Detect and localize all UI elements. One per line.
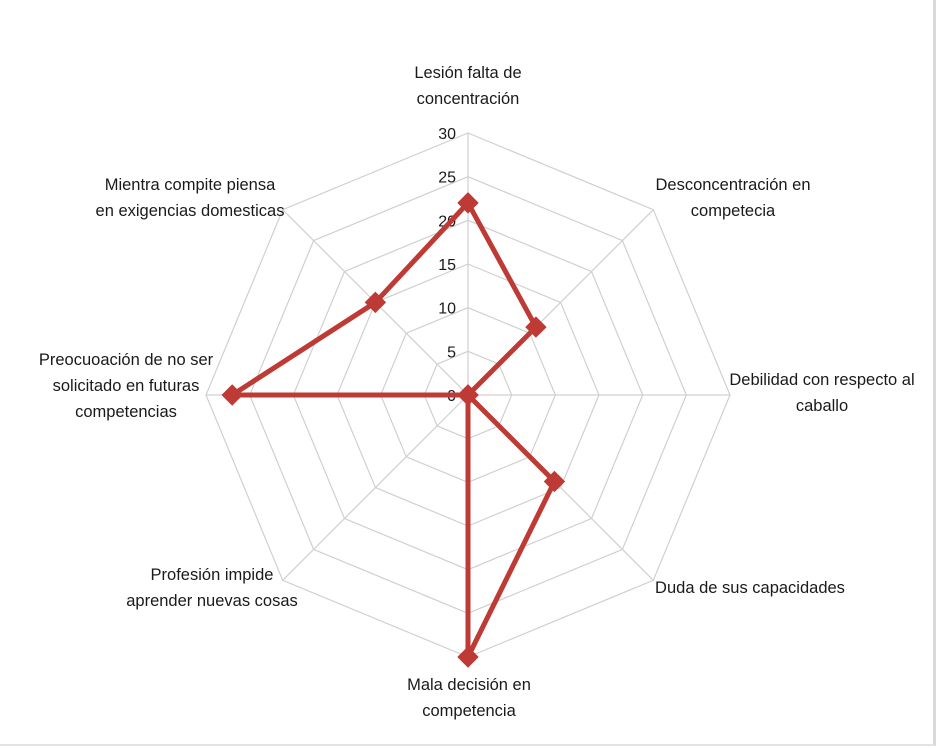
data-point-marker	[525, 316, 547, 338]
radial-tick-label: 30	[438, 126, 456, 143]
data-point-marker	[457, 384, 479, 406]
data-point-marker	[457, 192, 479, 214]
category-label-line: Debilidad con respecto al	[729, 371, 914, 389]
category-label-line: Lesión falta de	[414, 64, 521, 82]
category-label: Profesión impide aprender nuevas cosas	[126, 566, 298, 610]
radar-series	[221, 192, 566, 668]
category-label-line: Preocuoación de no ser	[39, 351, 214, 369]
category-label: Debilidad con respecto al caballo	[729, 371, 914, 415]
category-label-line: concentración	[417, 90, 520, 108]
category-label-line: competencias	[75, 403, 177, 421]
radial-tick-label: 15	[438, 257, 456, 274]
category-label-line: en exigencias domesticas	[96, 202, 285, 220]
category-label: Preocuoación de no ser solicitado en futu…	[39, 351, 214, 421]
data-point-marker	[364, 291, 387, 314]
category-label-line: aprender nuevas cosas	[126, 592, 298, 610]
category-label-line: Mientra compite piensa	[105, 176, 276, 194]
data-point-marker	[457, 646, 479, 668]
radial-tick-label: 10	[438, 301, 456, 318]
category-label: Mientra compite piensa en exigencias dome…	[96, 176, 285, 220]
category-label: Mala decisión en competencia	[407, 676, 531, 720]
radial-tick-label: 25	[438, 170, 456, 187]
series-line	[223, 198, 558, 659]
category-label-line: competecia	[691, 202, 776, 220]
radial-tick-label: 5	[447, 344, 456, 361]
data-point-marker	[543, 470, 566, 493]
grid-spoke	[282, 394, 469, 581]
category-label-line: solicitado en futuras	[53, 377, 200, 395]
category-label-line: caballo	[796, 397, 848, 415]
data-point-marker	[221, 384, 243, 406]
category-label: Lesión falta de concentración	[414, 64, 521, 108]
category-label-line: Mala decisión en	[407, 676, 531, 694]
category-label: Duda de sus capacidades	[655, 579, 845, 597]
category-label-line: Duda de sus capacidades	[655, 579, 845, 597]
category-label-line: competencia	[422, 702, 516, 720]
category-labels: Lesión falta de concentración Desconcentra…	[39, 64, 915, 720]
category-label: Desconcentración en competecia	[655, 176, 810, 220]
category-label-line: Desconcentración en	[655, 176, 810, 194]
category-label-line: Profesión impide	[151, 566, 274, 584]
